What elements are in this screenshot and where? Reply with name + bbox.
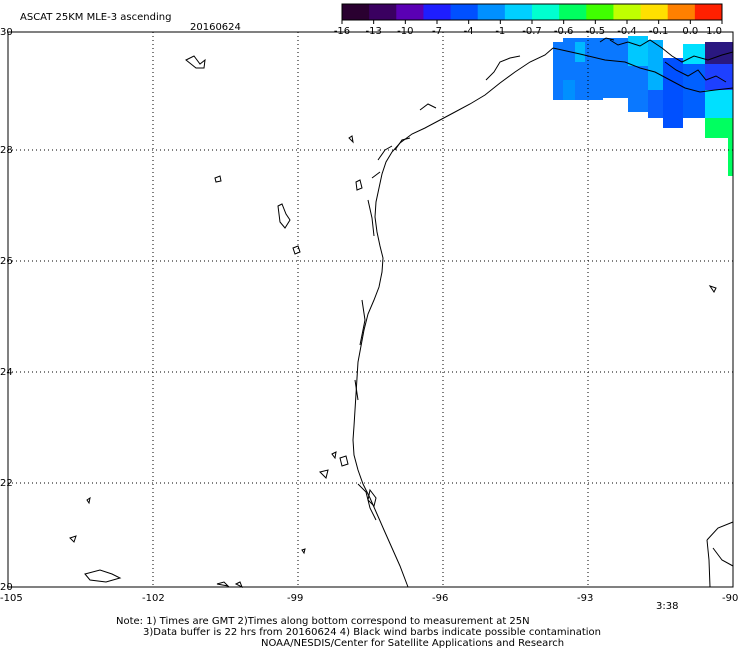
color-bar-segment (369, 4, 397, 20)
color-bar-segment (477, 4, 506, 20)
color-bar-segment (504, 4, 533, 20)
color-bar-segment (396, 4, 424, 20)
lat-axis-labels: 30 28 26 24 22 20 (0, 27, 13, 593)
color-bar (341, 3, 723, 21)
footnote-line-1: Note: 1) Times are GMT 2)Times along bot… (116, 616, 530, 627)
lon-tick-label: -90 (722, 593, 738, 604)
color-bar-segment (559, 4, 587, 20)
lat-tick-label: 28 (0, 145, 13, 156)
color-bar-segment (613, 4, 642, 20)
coastline (352, 37, 734, 588)
data-swath (553, 36, 733, 176)
color-bar-segment (694, 4, 723, 20)
color-bar-segment (450, 4, 479, 20)
lat-tick-label: 24 (0, 367, 13, 378)
lon-tick-label: -99 (287, 593, 303, 604)
graticule (7, 31, 734, 588)
color-bar-segment (423, 4, 452, 20)
lat-tick-label: 22 (0, 478, 13, 489)
lon-tick-label: -93 (577, 593, 593, 604)
inland-lakes (69, 55, 717, 589)
lon-tick-label: -105 (0, 593, 23, 604)
color-bar-segment (640, 4, 669, 20)
color-bar-labels: -16 -13 -10 -7 -4 -1 -0.7 -0.6 -0.5 -0.4 -0.1 0.0 1.… (334, 20, 723, 37)
lat-tick-label: 20 (0, 582, 13, 593)
footnote-line-2: 3)Data buffer is 22 hrs from 20160624 4)… (143, 627, 601, 638)
lon-tick-label: -96 (432, 593, 448, 604)
footnote-line-3: NOAA/NESDIS/Center for Satellite Applica… (261, 638, 565, 649)
pass-time-label: 3:38 (656, 601, 678, 612)
lon-axis-labels: -105 -102 -99 -96 -93 -90 (0, 593, 738, 604)
lat-tick-label: 30 (0, 27, 13, 38)
color-bar-segment (667, 4, 696, 20)
figure-title: ASCAT 25KM MLE-3 ascending (20, 12, 171, 23)
color-bar-segment (342, 4, 370, 20)
lon-tick-label: -102 (142, 593, 165, 604)
color-bar-segment (586, 4, 614, 20)
lat-tick-label: 26 (0, 256, 13, 267)
color-bar-segment (532, 4, 560, 20)
figure-date: 20160624 (190, 22, 241, 33)
